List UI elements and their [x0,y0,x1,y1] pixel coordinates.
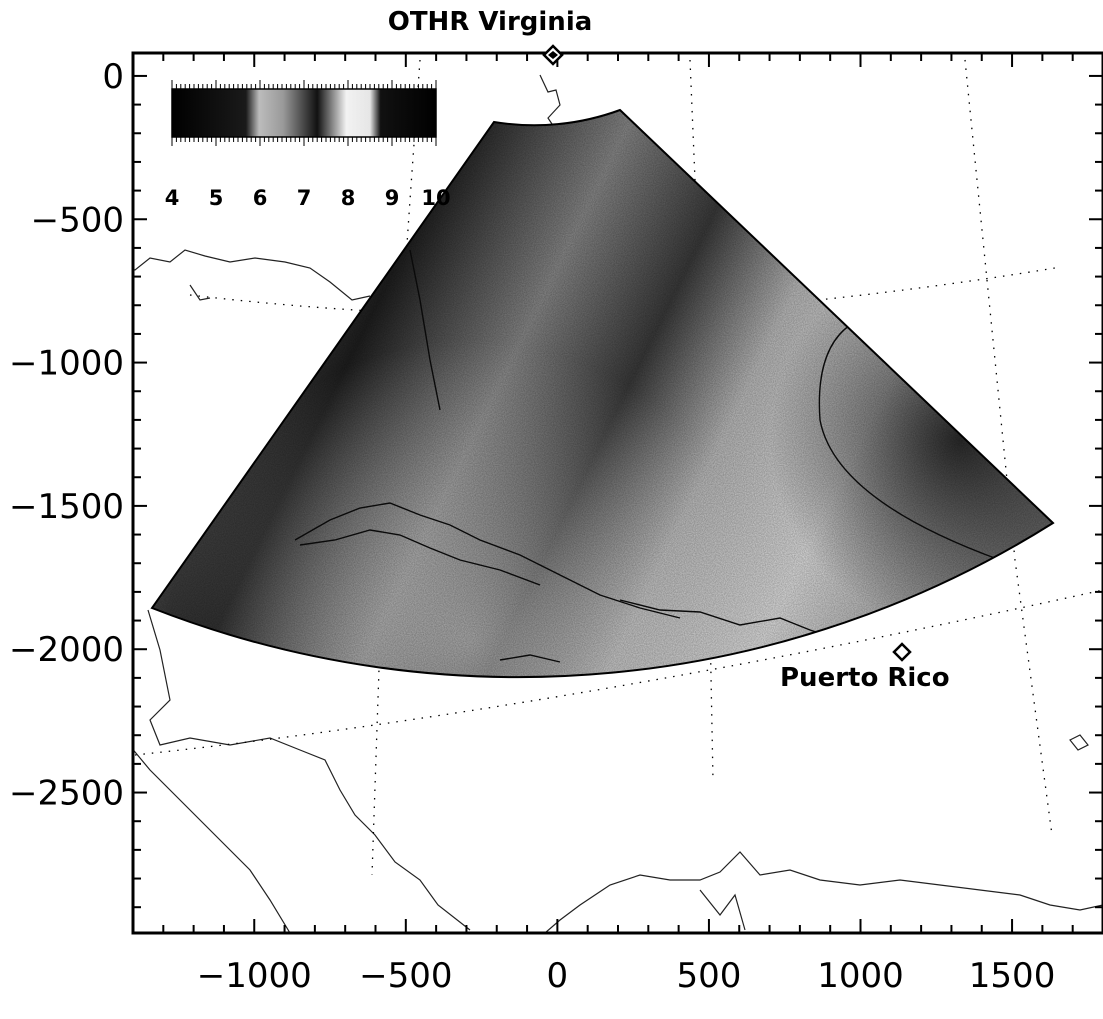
florida-in-fan [409,249,441,411]
x-tick-label: 500 [676,956,741,996]
island-east [1069,734,1089,751]
puerto-rico-label: Puerto Rico [780,663,950,693]
colorbar-tick-label: 4 [165,186,180,210]
parallel-south [134,589,1103,756]
plot-frame [131,51,1103,935]
y-tick-label: −2000 [9,630,124,670]
colorbar: 4 5 6 7 8 9 10 [165,80,451,210]
x-tick-label: −500 [359,956,452,996]
y-tick-label: −2500 [9,774,124,814]
colorbar-tick-label: 7 [297,186,312,210]
cuba-south-coast [299,529,541,586]
gulf-coast [133,249,371,301]
south-america-coast [544,851,1103,933]
fan-outline [150,108,1055,679]
x-tick-label: 0 [547,956,569,996]
x-tick-label: −1000 [197,956,312,996]
central-america-west [133,748,291,933]
jamaica-coast [499,654,561,663]
colorbar-tick-labels: 4 5 6 7 8 9 10 [165,186,451,210]
map-title: OTHR Virginia [388,7,593,37]
y-tick-label: −1500 [9,487,124,527]
meridian-2 [689,59,714,781]
florida-peninsula [189,284,211,301]
meridian-3 [964,59,1053,836]
cuba-coast [294,502,681,619]
x-tick-label: 1000 [817,956,904,996]
x-axis-tick-labels: −1000 −500 0 500 1000 1500 [197,956,1056,996]
coastlines [133,74,1103,933]
colorbar-tick-label: 9 [385,186,400,210]
y-tick-label: −500 [31,200,124,240]
venezuela-lake [699,889,746,931]
graticule [134,59,1103,876]
site-marker-virginia [542,44,564,66]
x-tick-label: 1500 [969,956,1056,996]
diamond-marker-icon [892,642,912,662]
virginia-coast [539,74,561,131]
colorbar-tick-label: 10 [421,186,450,210]
coverage-fan [150,108,1055,679]
meridian-1 [371,59,421,876]
colorbar-tick-label: 8 [341,186,356,210]
colorbar-tick-label: 6 [253,186,268,210]
site-marker-puerto-rico [892,642,912,662]
colorbar-ramp [171,88,437,138]
y-tick-label: −1000 [9,344,124,384]
y-axis-tick-labels: 0 −500 −1000 −1500 −2000 −2500 [9,57,124,814]
yucatan-coast [147,609,471,931]
contour-arc-east [818,324,1001,561]
y-tick-label: 0 [102,57,124,97]
colorbar-tick-label: 5 [209,186,224,210]
hispaniola-coast [619,599,841,641]
